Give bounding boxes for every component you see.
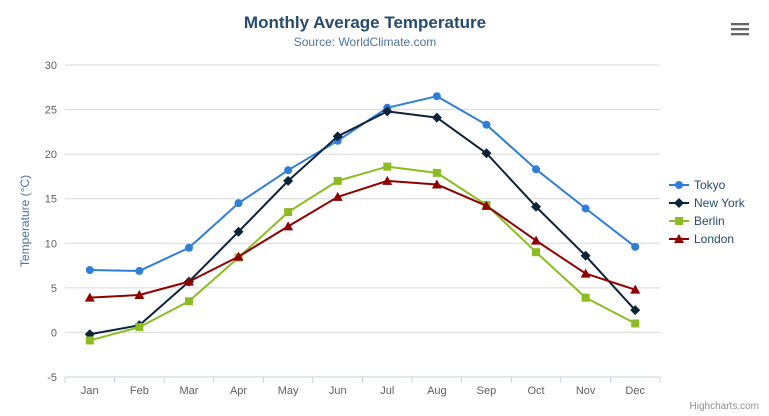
circle-legend-marker-icon: [669, 181, 689, 189]
data-point-london[interactable]: [332, 191, 343, 201]
x-axis-tick-label: Aug: [427, 385, 447, 397]
legend-label: Tokyo: [694, 178, 726, 192]
square-legend-marker-icon: [669, 217, 689, 225]
data-point-tokyo[interactable]: [631, 242, 640, 251]
data-point-london[interactable]: [431, 179, 442, 189]
data-point-berlin[interactable]: [284, 208, 293, 217]
x-axis-tick-label: Dec: [625, 385, 645, 397]
data-point-new-york[interactable]: [283, 175, 294, 186]
series-line-berlin[interactable]: [88, 165, 637, 342]
x-axis-tick-label: Jul: [380, 385, 394, 397]
hamburger-icon[interactable]: [730, 22, 750, 37]
data-point-berlin[interactable]: [184, 297, 193, 306]
y-axis-tick-label: 25: [45, 105, 57, 117]
data-point-new-york[interactable]: [531, 201, 542, 212]
data-point-berlin[interactable]: [135, 323, 144, 332]
x-axis-tick-label: Jan: [81, 385, 99, 397]
legend-item-london[interactable]: London: [669, 230, 745, 248]
data-point-new-york[interactable]: [481, 148, 492, 159]
legend-marker-symbol: [675, 181, 683, 189]
legend-label: New York: [694, 196, 745, 210]
y-axis-tick-label: 30: [45, 60, 57, 72]
legend-label: Berlin: [694, 214, 725, 228]
data-point-london[interactable]: [531, 235, 542, 245]
x-axis-tick-label: Sep: [477, 385, 497, 397]
data-point-new-york[interactable]: [630, 305, 641, 316]
data-point-tokyo[interactable]: [581, 204, 590, 213]
data-point-berlin[interactable]: [581, 293, 590, 302]
x-axis-tick-label: Nov: [576, 385, 596, 397]
legend: Tokyo New York Berlin London: [669, 176, 745, 248]
legend-item-tokyo[interactable]: Tokyo: [669, 176, 745, 194]
data-point-london[interactable]: [233, 251, 244, 261]
legend-label: London: [694, 232, 735, 246]
data-point-tokyo[interactable]: [135, 266, 144, 275]
data-point-tokyo[interactable]: [284, 166, 293, 175]
data-point-tokyo[interactable]: [432, 92, 441, 101]
y-axis-tick-label: -5: [47, 372, 57, 384]
data-point-new-york[interactable]: [580, 250, 591, 261]
x-axis-tick-label: Feb: [130, 385, 149, 397]
data-point-london[interactable]: [580, 268, 591, 278]
series-line-london[interactable]: [88, 179, 637, 299]
y-axis-tick-label: 0: [51, 327, 57, 339]
x-axis-tick-label: Mar: [179, 385, 198, 397]
hamburger-bar: [731, 33, 749, 36]
x-axis-tick-label: Oct: [527, 385, 544, 397]
data-point-new-york[interactable]: [382, 106, 393, 117]
chart-title: Monthly Average Temperature: [243, 13, 487, 32]
data-point-tokyo[interactable]: [234, 199, 243, 208]
data-point-berlin[interactable]: [532, 248, 541, 257]
hamburger-bar: [731, 23, 749, 26]
data-point-london[interactable]: [134, 289, 145, 299]
data-point-berlin[interactable]: [631, 319, 640, 328]
credits-link[interactable]: Highcharts.com: [689, 401, 759, 412]
chart-subtitle: Source: WorldClimate.com: [293, 35, 437, 49]
diamond-legend-marker-icon: [669, 198, 689, 208]
data-point-new-york[interactable]: [233, 226, 244, 237]
legend-marker-symbol: [674, 198, 684, 208]
y-axis-tick-label: 10: [45, 238, 57, 250]
data-point-tokyo[interactable]: [482, 120, 491, 129]
triangle-legend-marker-icon: [669, 234, 689, 243]
legend-item-berlin[interactable]: Berlin: [669, 212, 745, 230]
series-line-tokyo[interactable]: [88, 95, 637, 272]
data-point-new-york[interactable]: [431, 112, 442, 123]
y-axis-tick-label: 15: [45, 194, 57, 206]
data-point-london[interactable]: [183, 276, 194, 286]
data-point-berlin[interactable]: [383, 162, 392, 171]
data-point-berlin[interactable]: [333, 176, 342, 185]
data-point-london[interactable]: [382, 175, 393, 185]
y-axis-tick-label: 20: [45, 149, 57, 161]
data-point-berlin[interactable]: [85, 336, 94, 345]
data-point-london[interactable]: [481, 200, 492, 210]
data-point-london[interactable]: [630, 284, 641, 294]
y-axis-tick-label: 5: [51, 283, 57, 295]
data-point-london[interactable]: [283, 221, 294, 231]
x-axis-tick-label: Apr: [230, 385, 247, 397]
data-point-berlin[interactable]: [432, 168, 441, 177]
data-point-tokyo[interactable]: [85, 266, 94, 275]
data-point-tokyo[interactable]: [532, 165, 541, 174]
x-axis-tick-label: May: [278, 385, 299, 397]
legend-item-new-york[interactable]: New York: [669, 194, 745, 212]
legend-marker-symbol: [674, 234, 684, 243]
data-point-tokyo[interactable]: [184, 243, 193, 252]
series-line-new-york[interactable]: [88, 110, 637, 336]
x-axis-tick-label: Jun: [329, 385, 347, 397]
legend-marker-symbol: [675, 217, 683, 225]
data-point-new-york[interactable]: [332, 131, 343, 142]
hamburger-bar: [731, 28, 749, 31]
data-point-london[interactable]: [84, 292, 95, 302]
